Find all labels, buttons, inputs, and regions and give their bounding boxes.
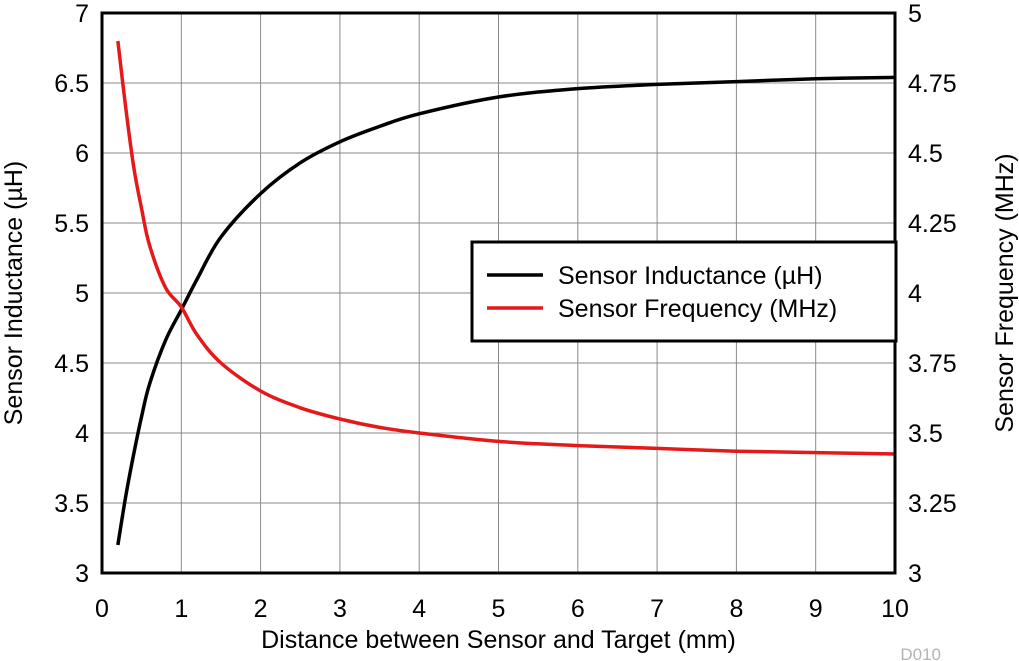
x-tick-label: 6: [571, 595, 585, 623]
right-y-tick-label: 4: [908, 280, 922, 308]
x-tick-label: 2: [254, 595, 268, 623]
right-y-tick-label: 3.25: [908, 490, 957, 518]
legend-box: [470, 240, 898, 343]
x-axis-title: Distance between Sensor and Target (mm): [261, 626, 736, 654]
right-y-tick-label: 5: [908, 0, 922, 28]
x-tick-label: 10: [881, 595, 909, 623]
x-axis-ticks: 0 1 2 3 4 5 6 7 8 9 10: [95, 595, 909, 623]
x-tick-label: 1: [174, 595, 188, 623]
left-y-tick-label: 4: [75, 420, 89, 448]
left-y-tick-label: 5: [75, 280, 89, 308]
series-line-frequency: [116, 40, 896, 456]
x-tick-label: 9: [809, 595, 823, 623]
x-tick-label: 4: [412, 595, 426, 623]
left-y-tick-label: 4.5: [54, 350, 89, 378]
left-y-tick-label: 5.5: [54, 210, 89, 238]
right-y-axis-title: Sensor Frequency (MHz): [991, 153, 1019, 432]
series-layer: [116, 40, 896, 546]
right-y-tick-label: 4.25: [908, 210, 957, 238]
legend: Sensor Inductance (µH) Sensor Frequency …: [470, 240, 898, 343]
x-tick-label: 8: [729, 595, 743, 623]
legend-label-inductance: Sensor Inductance (µH): [558, 262, 823, 290]
legend-label-frequency: Sensor Frequency (MHz): [558, 295, 837, 323]
left-y-tick-label: 3.5: [54, 490, 89, 518]
left-y-tick-label: 7: [75, 0, 89, 28]
x-tick-label: 5: [492, 595, 506, 623]
x-tick-label: 0: [95, 595, 109, 623]
right-y-tick-label: 3.5: [908, 420, 943, 448]
x-tick-label: 3: [333, 595, 347, 623]
left-y-axis-ticks: 3 3.5 4 4.5 5 5.5 6 6.5 7: [54, 0, 89, 588]
series-line-inductance: [116, 75, 896, 546]
left-y-tick-label: 6: [75, 140, 89, 168]
right-y-tick-label: 4.75: [908, 70, 957, 98]
left-y-tick-label: 3: [75, 560, 89, 588]
right-y-tick-label: 3.75: [908, 350, 957, 378]
left-y-axis-title: Sensor Inductance (µH): [0, 161, 28, 426]
figure-id-note: D010: [900, 645, 941, 661]
right-y-axis-ticks: 3 3.25 3.5 3.75 4 4.25 4.5 4.75 5: [908, 0, 957, 588]
left-y-tick-label: 6.5: [54, 70, 89, 98]
right-y-tick-label: 4.5: [908, 140, 943, 168]
right-y-tick-label: 3: [908, 560, 922, 588]
x-tick-label: 7: [650, 595, 664, 623]
